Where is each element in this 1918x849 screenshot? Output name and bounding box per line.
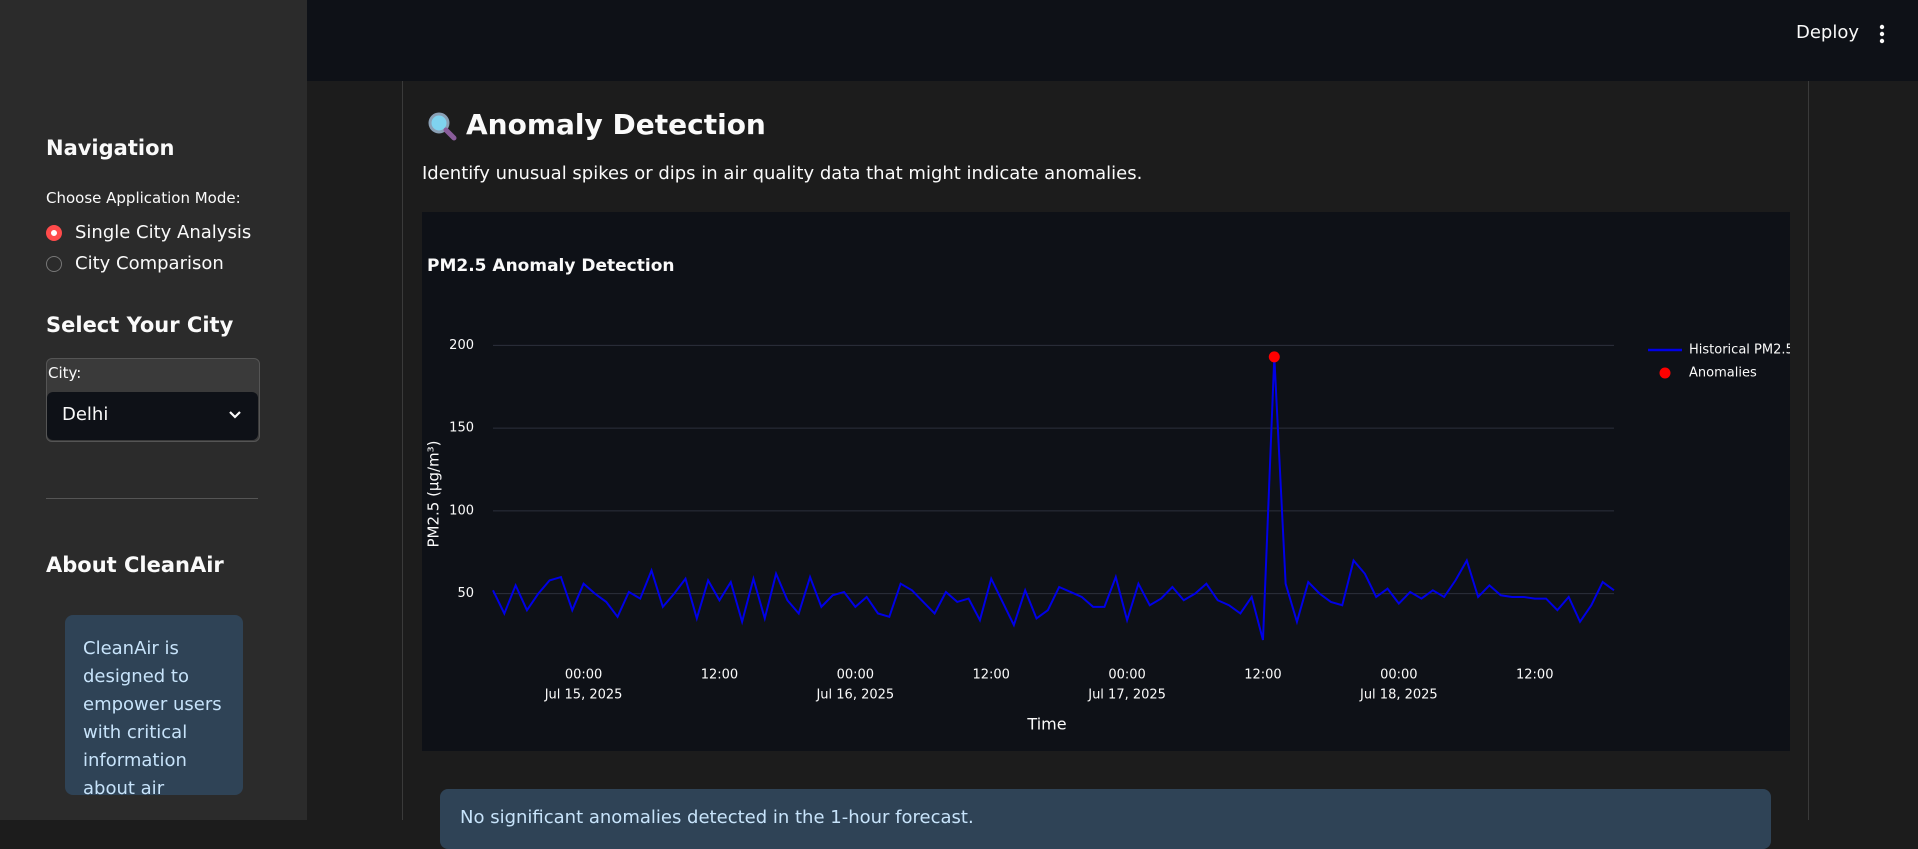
label: City: xyxy=(48,364,82,382)
menu-button[interactable] xyxy=(1877,22,1887,46)
legend-label: Anomalies xyxy=(1689,366,1757,381)
x-tick-date: Jul 18, 2025 xyxy=(1359,688,1438,703)
x-tick-label: 12:00 xyxy=(972,668,1009,683)
y-tick-label: 50 xyxy=(457,586,474,601)
info-text: CleanAir is designed to empower users wi… xyxy=(83,638,222,795)
divider xyxy=(46,498,258,499)
panel-edge xyxy=(422,72,1790,81)
y-tick-label: 100 xyxy=(449,503,474,518)
sidebar: Navigation Choose Application Mode: Sing… xyxy=(0,0,307,820)
line xyxy=(492,356,1615,641)
divider xyxy=(1808,81,1809,820)
info-box: No significant anomalies detected in the… xyxy=(440,789,1771,849)
heading: About CleanAir xyxy=(46,553,224,577)
x-tick-label: 00:00 xyxy=(1108,668,1145,683)
deploy-button[interactable]: Deploy xyxy=(1796,22,1860,43)
chart-title: PM2.5 Anomaly Detection xyxy=(427,256,674,276)
x-tick-label: 12:00 xyxy=(1516,668,1553,683)
y-axis-title: PM2.5 (µg/m³) xyxy=(425,440,443,547)
info-text: No significant anomalies detected in the… xyxy=(460,807,974,828)
info-box: CleanAir is designed to empower users wi… xyxy=(65,615,243,795)
select-value[interactable]: Delhi xyxy=(62,404,109,425)
select[interactable] xyxy=(47,392,258,440)
x-tick-date: Jul 15, 2025 xyxy=(544,688,623,703)
divider xyxy=(402,81,403,820)
legend-label: Historical PM2.5 xyxy=(1689,343,1790,358)
x-axis-title: Time xyxy=(1026,715,1066,734)
chart: PM2.5 Anomaly Detection Time PM2.5 (µg/m… xyxy=(425,256,1794,734)
label: Choose Application Mode: xyxy=(46,189,241,207)
y-tick-label: 200 xyxy=(449,338,474,353)
description: Identify unusual spikes or dips in air q… xyxy=(422,163,1143,184)
x-tick-date: Jul 16, 2025 xyxy=(815,688,894,703)
x-tick-label: 00:00 xyxy=(1380,668,1417,683)
x-tick-label: 12:00 xyxy=(1244,668,1281,683)
magnifier-icon xyxy=(428,112,457,141)
radio[interactable] xyxy=(46,225,62,241)
radio-label[interactable]: Single City Analysis xyxy=(75,222,252,243)
radio-label[interactable]: City Comparison xyxy=(75,253,224,274)
y-tick-label: 150 xyxy=(449,421,474,436)
chevron xyxy=(229,411,241,419)
x-tick-label: 12:00 xyxy=(701,668,738,683)
radio[interactable] xyxy=(46,256,62,272)
anomaly-point xyxy=(1268,351,1280,363)
heading: Navigation xyxy=(46,136,175,160)
heading: Select Your City xyxy=(46,313,234,337)
x-tick-date: Jul 17, 2025 xyxy=(1087,688,1166,703)
chart-container: PM2.5 Anomaly Detection Time PM2.5 (µg/m… xyxy=(422,212,1794,751)
x-tick-label: 00:00 xyxy=(837,668,874,683)
section-title: Anomaly Detection xyxy=(466,108,766,141)
legend-swatch xyxy=(1659,367,1671,379)
header: Deploy xyxy=(307,0,1918,81)
x-tick-label: 00:00 xyxy=(565,668,602,683)
